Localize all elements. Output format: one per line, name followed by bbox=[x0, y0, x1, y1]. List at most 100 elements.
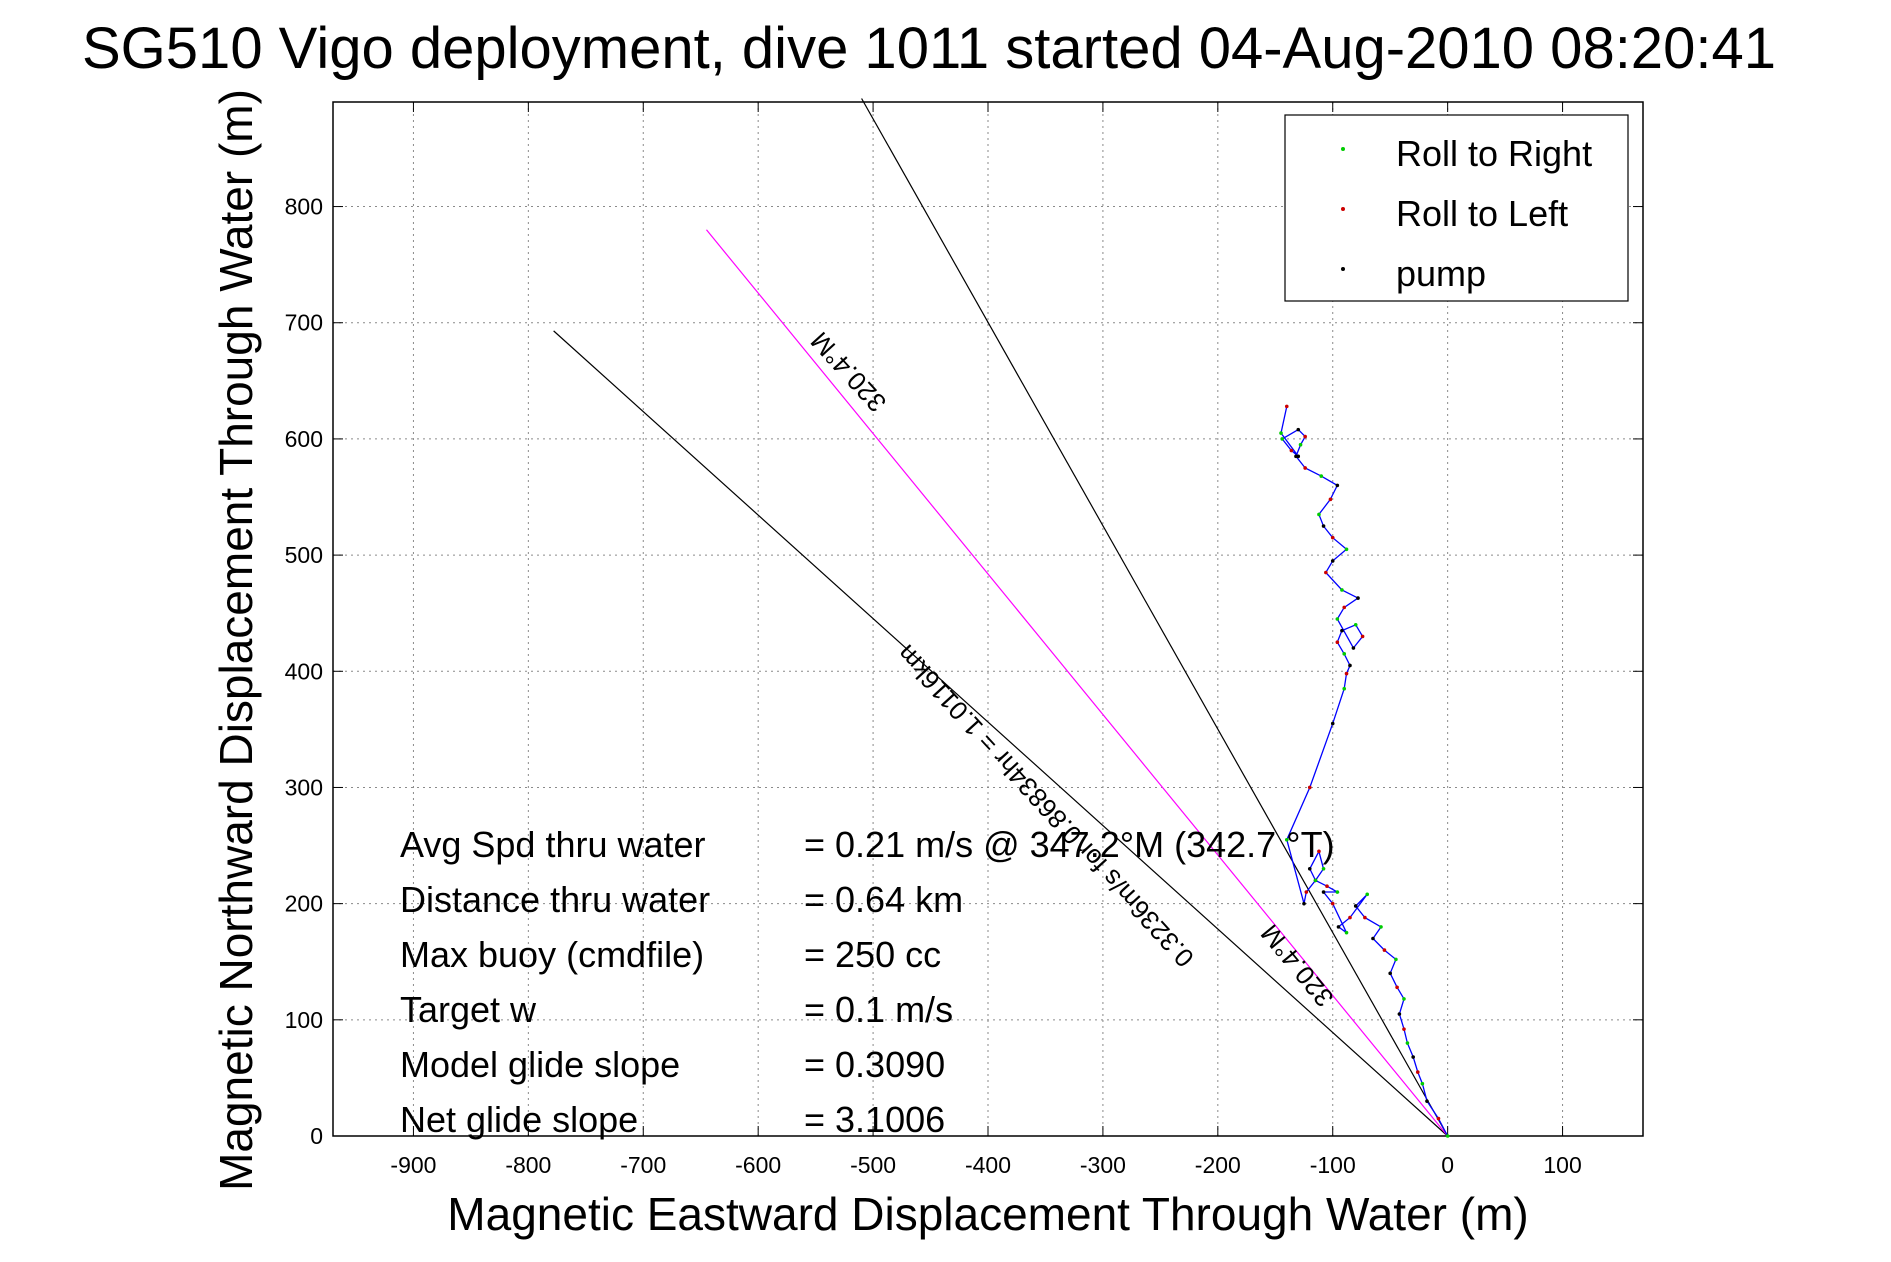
roll-left-point bbox=[1304, 890, 1309, 894]
annotation-value: = 3.1006 bbox=[804, 1099, 945, 1140]
roll-right-point bbox=[1321, 866, 1326, 871]
pump-point bbox=[1307, 866, 1312, 871]
roll-left-point bbox=[1402, 1027, 1406, 1031]
roll-left-point bbox=[1363, 915, 1367, 920]
roll-right-point bbox=[1344, 547, 1349, 552]
annotation-name: Target w bbox=[400, 989, 537, 1030]
annotation-name: Distance thru water bbox=[400, 879, 710, 920]
roll-left-point bbox=[1325, 884, 1329, 889]
pump-point bbox=[1397, 1012, 1402, 1016]
annotation-name: Net glide slope bbox=[400, 1099, 638, 1140]
legend-label: Roll to Right bbox=[1396, 133, 1592, 174]
roll-right-point bbox=[1445, 1134, 1450, 1138]
y-tick-label: 300 bbox=[285, 774, 323, 800]
y-tick-label: 0 bbox=[310, 1123, 323, 1149]
chart-title: SG510 Vigo deployment, dive 1011 started… bbox=[82, 16, 1776, 81]
roll-left-point bbox=[1317, 849, 1321, 854]
pump-point bbox=[1340, 628, 1344, 633]
pump-point bbox=[1348, 663, 1352, 668]
pump-point bbox=[1296, 427, 1301, 432]
roll-left-point bbox=[1415, 1070, 1420, 1074]
roll-right-point bbox=[1313, 878, 1318, 883]
annotation-value: = 0.21 m/s @ 347.2°M (342.7 °T) bbox=[804, 824, 1335, 865]
roll-right-point bbox=[1284, 837, 1289, 842]
x-tick-label: -400 bbox=[965, 1152, 1011, 1178]
x-tick-label: -600 bbox=[735, 1152, 781, 1178]
roll-right-point bbox=[1353, 623, 1358, 627]
y-tick-label: 700 bbox=[285, 310, 323, 336]
roll-left-point bbox=[1307, 785, 1312, 790]
roll-right-point bbox=[1335, 617, 1340, 621]
axis-ticks: -900 -800 -700 -600 -500 -400 -300 -200 -100 0 100… bbox=[285, 102, 1643, 1178]
y-tick-label: 100 bbox=[285, 1007, 323, 1033]
roll-left-point bbox=[1436, 1116, 1441, 1121]
roll-left-point bbox=[1303, 434, 1307, 439]
roll-left-point bbox=[1330, 901, 1335, 906]
y-tick-label: 500 bbox=[285, 542, 323, 568]
roll-right-point bbox=[1317, 512, 1321, 517]
annotation-name: Avg Spd thru water bbox=[400, 824, 706, 865]
pump-point bbox=[1351, 646, 1356, 650]
roll-right-point bbox=[1280, 437, 1284, 441]
roll-left-point bbox=[1344, 671, 1349, 676]
pump-point bbox=[1321, 890, 1326, 894]
roll-left-point bbox=[1335, 640, 1340, 645]
y-tick-label: 600 bbox=[285, 426, 323, 452]
x-axis-label: Magnetic Eastward Displacement Through W… bbox=[447, 1188, 1528, 1240]
roll-right-point bbox=[1379, 925, 1383, 929]
roll-right-point bbox=[1365, 892, 1370, 897]
legend-marker bbox=[1341, 147, 1345, 151]
roll-right-point bbox=[1335, 890, 1340, 894]
annotation-name: Max buoy (cmdfile) bbox=[400, 934, 704, 975]
roll-right-point bbox=[1298, 442, 1303, 447]
roll-right-point bbox=[1402, 997, 1406, 1001]
legend: Roll to Right Roll to Left pump bbox=[1284, 114, 1629, 302]
roll-left-point bbox=[1342, 605, 1347, 610]
pump-point bbox=[1336, 925, 1341, 929]
x-tick-label: -900 bbox=[390, 1152, 436, 1178]
annotation-value: = 250 cc bbox=[804, 934, 941, 975]
roll-left-point bbox=[1328, 497, 1333, 502]
y-tick-label: 800 bbox=[285, 194, 323, 220]
pump-point bbox=[1425, 1099, 1429, 1103]
x-tick-label: -800 bbox=[505, 1152, 551, 1178]
annotation-value: = 0.1 m/s bbox=[804, 989, 953, 1030]
roll-right-point bbox=[1342, 686, 1347, 691]
roll-left-point bbox=[1348, 915, 1352, 920]
x-tick-label: -300 bbox=[1080, 1152, 1126, 1178]
pump-point bbox=[1353, 904, 1358, 908]
roll-right-point bbox=[1420, 1081, 1425, 1086]
x-tick-label: -500 bbox=[850, 1152, 896, 1178]
pump-point bbox=[1371, 936, 1375, 941]
series-layer bbox=[553, 98, 1450, 1138]
roll-left-point bbox=[1395, 985, 1399, 990]
pump-point bbox=[1356, 596, 1360, 600]
y-axis-label: Magnetic Northward Displacement Through … bbox=[210, 89, 262, 1191]
legend-label: pump bbox=[1396, 253, 1486, 294]
roll-right-point bbox=[1405, 1041, 1410, 1045]
pump-point bbox=[1388, 971, 1392, 976]
legend-marker bbox=[1341, 207, 1345, 211]
reference-line bbox=[861, 98, 1449, 1137]
annotation-value: = 0.3090 bbox=[804, 1044, 945, 1085]
legend-marker bbox=[1341, 267, 1345, 271]
pump-point bbox=[1330, 559, 1335, 563]
annotation-value: = 0.64 km bbox=[804, 879, 963, 920]
reference-line bbox=[706, 229, 1449, 1137]
roll-right-point bbox=[1319, 474, 1324, 478]
reference-line bbox=[553, 330, 1449, 1137]
x-tick-label: -100 bbox=[1310, 1152, 1356, 1178]
roll-left-point bbox=[1303, 466, 1307, 470]
annotation-name: Model glide slope bbox=[400, 1044, 680, 1085]
roll-right-point bbox=[1279, 431, 1283, 435]
roll-left-point bbox=[1324, 570, 1328, 575]
roll-left-point bbox=[1360, 634, 1365, 639]
x-tick-label: 0 bbox=[1441, 1152, 1454, 1178]
roll-right-point bbox=[1342, 652, 1347, 656]
pump-point bbox=[1411, 1055, 1415, 1059]
roll-left-point bbox=[1284, 404, 1289, 409]
glider-track-line bbox=[1280, 406, 1449, 1137]
pump-point bbox=[1321, 524, 1326, 528]
roll-left-point bbox=[1382, 948, 1387, 952]
